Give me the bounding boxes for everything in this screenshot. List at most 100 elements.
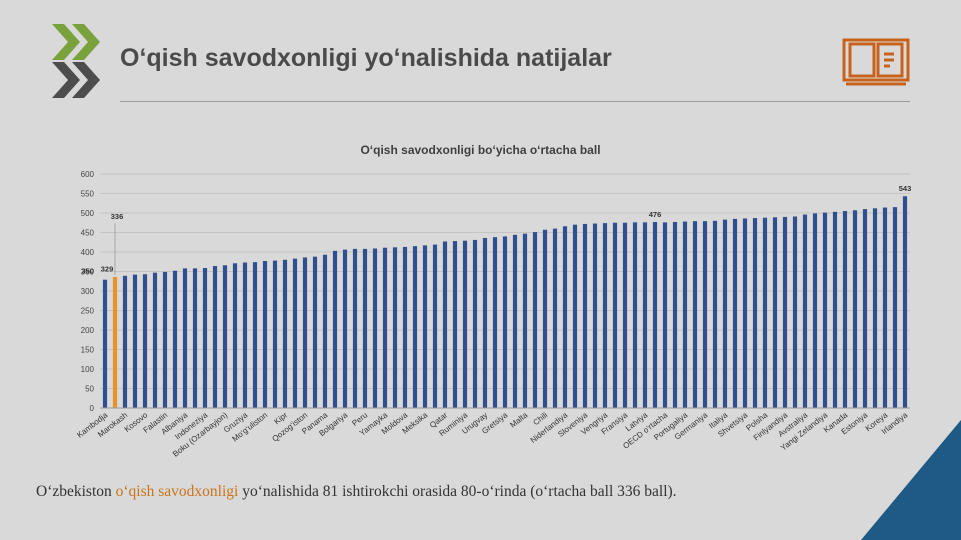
- bar: [742, 218, 748, 408]
- y-tick-label: 0: [90, 404, 95, 413]
- bar: [872, 208, 878, 408]
- annotation-label: 350: [81, 267, 94, 276]
- oecd-logo: [52, 24, 100, 98]
- bar: [682, 221, 688, 408]
- x-tick-label: Malta: [508, 410, 529, 429]
- bar: [272, 260, 278, 408]
- bar: [102, 279, 108, 408]
- bar: [592, 223, 598, 408]
- y-tick-label: 450: [81, 229, 95, 238]
- bar: [532, 232, 538, 408]
- bar: [252, 262, 258, 408]
- bar: [352, 248, 358, 408]
- bar: [582, 223, 588, 408]
- bar: [892, 207, 898, 408]
- y-tick-label: 200: [81, 326, 95, 335]
- bar: [842, 211, 848, 408]
- data-label: 476: [649, 210, 662, 219]
- bar: [572, 224, 578, 408]
- bar: [112, 276, 118, 408]
- bar: [382, 247, 388, 408]
- bar: [442, 241, 448, 408]
- data-label: 543: [899, 184, 912, 193]
- bar: [552, 228, 558, 408]
- bar: [902, 196, 908, 408]
- y-tick-label: 150: [81, 346, 95, 355]
- bar: [632, 222, 638, 408]
- bar: [452, 241, 458, 408]
- caption-prefix: O‘zbekiston: [36, 483, 116, 500]
- bar: [512, 234, 518, 408]
- caption-suffix: yo‘nalishida 81 ishtirokchi orasida 80-o…: [238, 483, 677, 500]
- bar: [832, 211, 838, 408]
- bar: [882, 207, 888, 408]
- bar: [782, 216, 788, 408]
- bar: [142, 274, 148, 408]
- bar: [852, 210, 858, 408]
- bar: [342, 249, 348, 408]
- caption: O‘zbekiston o‘qish savodxonligi yo‘nalis…: [36, 483, 677, 501]
- bar: [772, 217, 778, 408]
- bar: [232, 263, 238, 408]
- bar: [462, 240, 468, 408]
- bar: [262, 260, 268, 408]
- bar: [492, 237, 498, 408]
- book-icon: [842, 38, 910, 86]
- bar: [802, 214, 808, 408]
- y-tick-label: 50: [85, 385, 94, 394]
- bar: [762, 217, 768, 408]
- bar: [322, 254, 328, 408]
- caption-highlight: o‘qish savodxonligi: [115, 483, 239, 500]
- bar: [132, 274, 138, 408]
- bar: [422, 245, 428, 408]
- bar: [732, 218, 738, 408]
- bar: [332, 250, 338, 408]
- bar: [432, 244, 438, 408]
- bar: [312, 256, 318, 408]
- bar: [602, 223, 608, 408]
- bar: [672, 221, 678, 408]
- bar: [722, 219, 728, 408]
- bar: [482, 237, 488, 408]
- bar: [622, 222, 628, 408]
- corner-triangle: [861, 420, 961, 540]
- data-label: 329: [101, 265, 114, 274]
- bar: [372, 248, 378, 408]
- bar: [612, 222, 618, 408]
- logo-chevron-top-right: [72, 24, 100, 60]
- data-label: 336: [111, 212, 124, 221]
- bar: [212, 266, 218, 408]
- bar: [562, 226, 568, 408]
- bar: [402, 246, 408, 408]
- bar: [752, 218, 758, 408]
- bar: [472, 239, 478, 408]
- bar: [362, 248, 368, 408]
- bar: [662, 222, 668, 408]
- page-title: O‘qish savodxonligi yo‘nalishida natijal…: [120, 44, 612, 72]
- bar: [792, 216, 798, 408]
- bar: [642, 222, 648, 408]
- bar: [192, 268, 198, 408]
- bar: [522, 233, 528, 408]
- bar: [392, 247, 398, 408]
- y-tick-label: 500: [81, 209, 95, 218]
- chart-title: O‘qish savodxonligi bo‘yicha o‘rtacha ba…: [360, 143, 601, 157]
- logo-chevron-bottom-right: [72, 62, 100, 98]
- y-tick-label: 100: [81, 365, 95, 374]
- bar: [692, 221, 698, 408]
- y-tick-label: 600: [81, 170, 95, 179]
- bar: [862, 209, 868, 408]
- y-tick-label: 300: [81, 287, 95, 296]
- bar: [712, 220, 718, 408]
- y-tick-label: 400: [81, 248, 95, 257]
- bar: [822, 212, 828, 408]
- bar: [242, 262, 248, 408]
- logo-chevron-top-left: [52, 24, 80, 60]
- y-tick-label: 350: [81, 268, 95, 277]
- header-divider: [120, 101, 910, 102]
- bar: [652, 221, 658, 408]
- bar: [302, 257, 308, 408]
- y-tick-label: 550: [81, 190, 95, 199]
- bar: [702, 221, 708, 408]
- corner-decoration: [861, 420, 961, 540]
